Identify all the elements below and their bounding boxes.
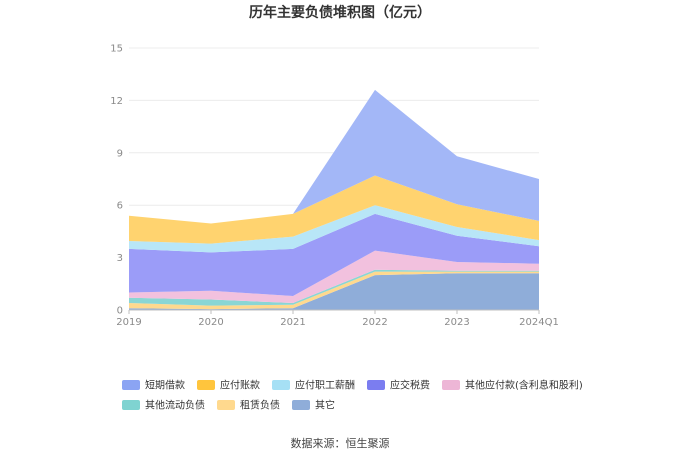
legend-item[interactable]: 应交税费 (367, 379, 430, 392)
legend-item[interactable]: 应付账款 (197, 379, 260, 392)
y-tick-label: 15 (110, 44, 123, 55)
legend-label: 应付账款 (220, 379, 260, 392)
series-area (129, 205, 539, 253)
series-area (129, 175, 539, 244)
legend-item[interactable]: 其它 (292, 399, 335, 412)
legend-item[interactable]: 其他应付款(含利息和股利) (442, 379, 583, 392)
legend-label: 其它 (315, 399, 335, 412)
legend: 短期借款 应付账款 应付职工薪酬 应交税费 其他应付款(含利息和股利) 其他流动负债 租赁负… (122, 379, 583, 412)
x-tick-label: 2020 (198, 317, 223, 328)
legend-item[interactable]: 短期借款 (122, 379, 185, 392)
axes: 0 3 6 9 12 15 2019 2020 2021 2022 2023 2024Q1 (110, 44, 559, 329)
legend-swatch (292, 400, 310, 410)
data-source-note: 数据来源：恒生聚源 (291, 436, 390, 450)
y-tick-label: 9 (117, 148, 123, 159)
series-area (129, 271, 539, 310)
y-tick-label: 6 (117, 201, 123, 212)
legend-label: 短期借款 (145, 379, 185, 392)
legend-swatch (272, 380, 290, 390)
legend-item[interactable]: 租赁负债 (217, 399, 280, 412)
legend-label: 应交税费 (390, 379, 430, 392)
series-area (129, 213, 539, 296)
x-tick-label: 2024Q1 (519, 317, 559, 328)
legend-label: 应付职工薪酬 (295, 379, 355, 392)
x-tick-label: 2023 (444, 317, 469, 328)
x-tick-label: 2019 (116, 317, 141, 328)
legend-swatch (197, 380, 215, 390)
y-tick-label: 12 (110, 96, 123, 107)
legend-label: 其他应付款(含利息和股利) (465, 379, 583, 392)
legend-label: 租赁负债 (240, 399, 280, 412)
legend-swatch (442, 380, 460, 390)
legend-swatch (122, 400, 140, 410)
series-area (129, 250, 539, 303)
x-tick-label: 2021 (280, 317, 305, 328)
y-tick-label: 3 (117, 253, 123, 264)
series-area (129, 89, 539, 224)
y-tick-label: 0 (117, 306, 123, 317)
series-areas (129, 89, 539, 310)
series-area (129, 273, 539, 310)
series-area (129, 269, 539, 306)
x-tick-label: 2022 (362, 317, 387, 328)
legend-swatch (367, 380, 385, 390)
legend-swatch (217, 400, 235, 410)
legend-item[interactable]: 应付职工薪酬 (272, 379, 355, 392)
chart-title: 历年主要负债堆积图（亿元） (249, 4, 431, 21)
legend-swatch (122, 380, 140, 390)
legend-item[interactable]: 其他流动负债 (122, 399, 205, 412)
legend-label: 其他流动负债 (145, 399, 205, 412)
